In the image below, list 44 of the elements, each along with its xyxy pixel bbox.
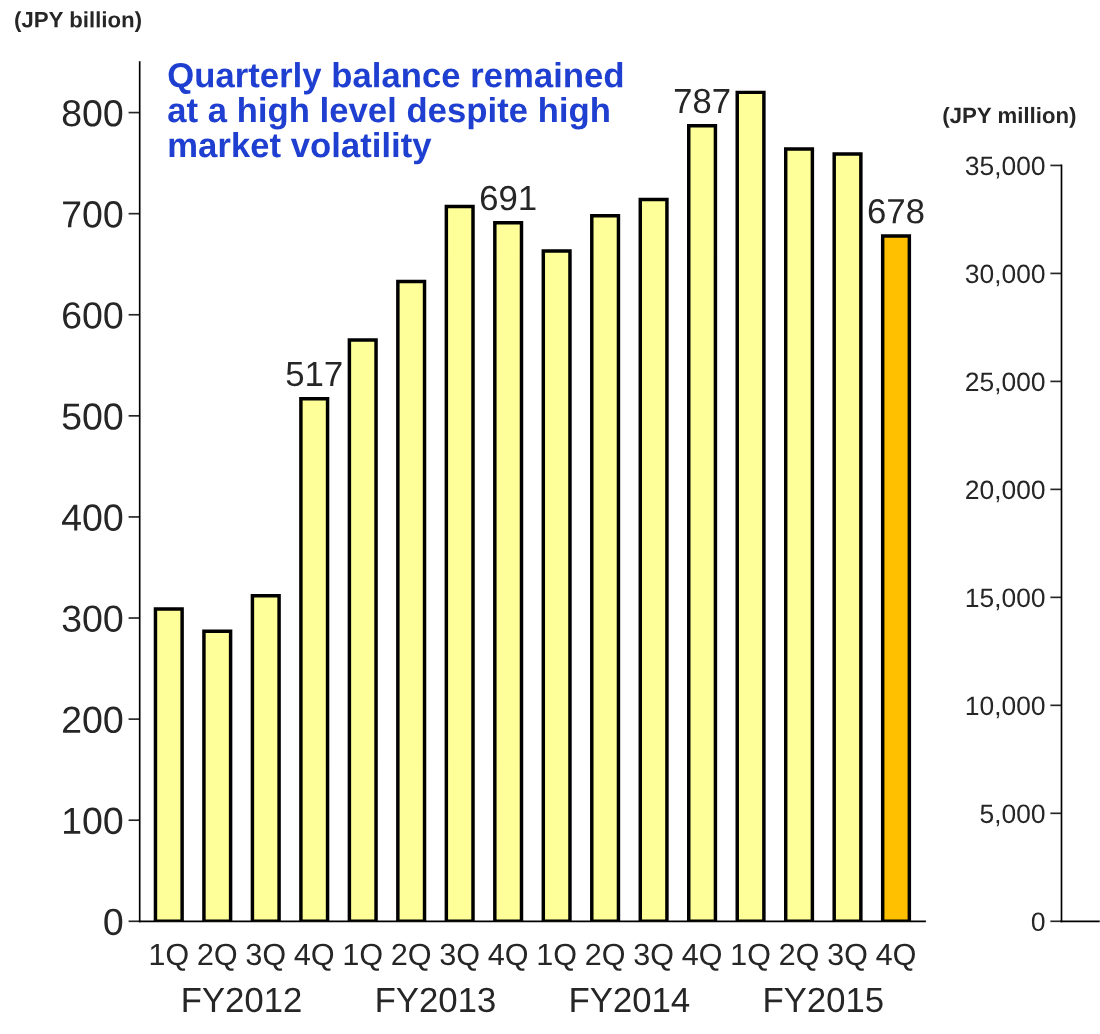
y-tick-label: 35,000 xyxy=(965,156,1045,179)
x-tick-label: 4Q xyxy=(876,943,915,971)
y-tick-label: 400 xyxy=(62,504,123,531)
text: FY2014 xyxy=(571,987,690,1013)
x-tick-label: 4Q xyxy=(294,943,334,971)
data-label: 678 xyxy=(868,198,924,224)
y-axis-title: (JPY billion) xyxy=(15,11,141,32)
x-tick-label: 4Q xyxy=(488,943,528,971)
x-tick-label: 2Q xyxy=(198,943,237,971)
y-tick-label: 300 xyxy=(62,605,123,632)
x-tick-label: 4Q xyxy=(682,943,722,971)
y-tick-label: 10,000 xyxy=(966,696,1045,719)
y-tick-label: 25,000 xyxy=(966,372,1045,395)
x-tick-label: 2Q xyxy=(392,943,431,971)
x-tick-label: 1Q xyxy=(538,943,576,971)
y-axis-title: (JPY million) xyxy=(943,106,1076,128)
y-tick-label: 15,000 xyxy=(966,588,1045,611)
y-tick-label: 200 xyxy=(63,706,123,734)
x-tick-label: 3Q xyxy=(440,943,479,971)
annotation: Quarterly balance remained at a high level despite high market volatility xyxy=(168,62,623,165)
y-tick-label: 800 xyxy=(62,99,123,127)
y-tick-label: 500 xyxy=(62,403,123,430)
x-tick-label: 1Q xyxy=(732,943,770,971)
y-tick-label: 100 xyxy=(64,807,123,835)
text: FY2015 xyxy=(765,987,883,1013)
y-tick-label: 0 xyxy=(1031,912,1045,932)
y-tick-label: 700 xyxy=(63,201,123,228)
data-label: 787 xyxy=(674,88,730,114)
text: FY2012 xyxy=(183,987,301,1013)
x-tick-label: 2Q xyxy=(780,943,818,971)
y-tick-label: 0 xyxy=(104,908,123,936)
x-tick-label: 3Q xyxy=(828,943,867,971)
y-tick-label: 600 xyxy=(63,302,123,329)
data-label: 691 xyxy=(480,185,536,211)
x-tick-label: 3Q xyxy=(246,943,285,971)
y-tick-label: 20,000 xyxy=(966,480,1045,503)
y-tick-label: 30,000 xyxy=(965,264,1045,287)
y-tick-label: 5,000 xyxy=(980,804,1045,827)
x-tick-label: 1Q xyxy=(150,943,188,971)
x-tick-label: 3Q xyxy=(634,943,673,971)
x-tick-label: 2Q xyxy=(586,943,625,971)
text: FY2013 xyxy=(377,987,495,1013)
x-tick-label: 1Q xyxy=(344,943,382,971)
data-label: 517 xyxy=(286,362,342,387)
